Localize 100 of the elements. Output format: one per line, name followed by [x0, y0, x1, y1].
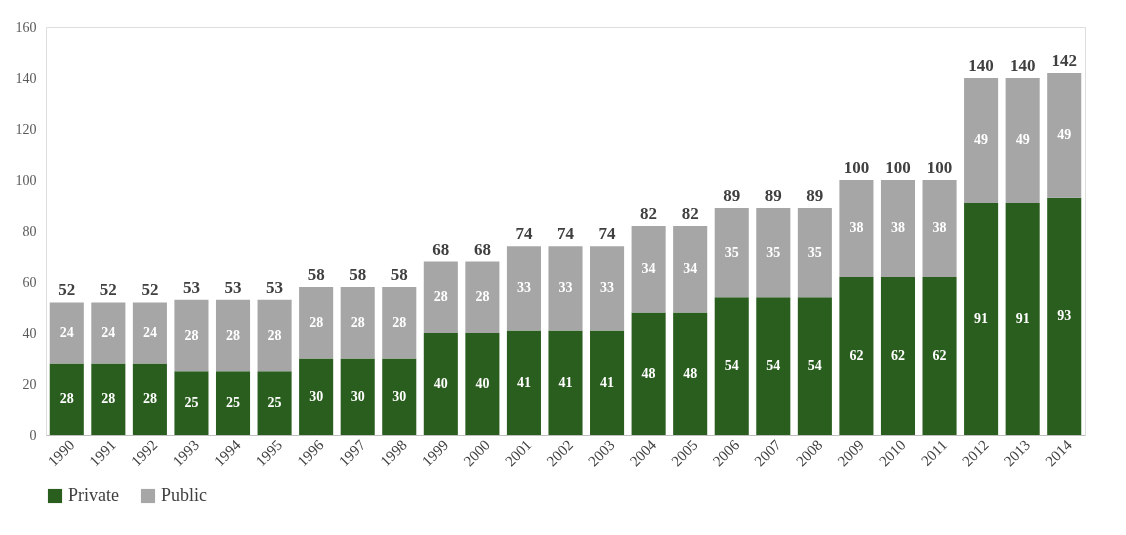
total-label: 142: [1051, 50, 1077, 70]
data-label: 40: [475, 376, 490, 391]
bar: [1047, 72, 1082, 198]
bar: [631, 225, 666, 313]
bar: [590, 330, 625, 435]
y-tick-label: 80: [22, 223, 37, 239]
total-label: 53: [224, 277, 242, 297]
total-label: 100: [843, 158, 870, 177]
data-label: 25: [267, 395, 282, 411]
total-label: 100: [926, 158, 953, 177]
bar: [299, 287, 334, 359]
data-label: 24: [142, 325, 157, 340]
data-label: 28: [433, 289, 448, 305]
bar: [215, 371, 251, 435]
data-label: 34: [683, 261, 698, 277]
data-label: 41: [516, 374, 531, 390]
bar: [1047, 197, 1082, 435]
bar: [1005, 78, 1040, 203]
bar: [922, 276, 957, 435]
bar: [465, 261, 500, 333]
data-label: 54: [766, 358, 781, 374]
data-label: 33: [600, 280, 615, 296]
total-label: 89: [806, 186, 824, 206]
data-label: 38: [932, 220, 947, 236]
bar: [839, 180, 874, 277]
total-label: 52: [58, 280, 76, 300]
data-label: 24: [59, 325, 74, 340]
bar: [548, 330, 583, 435]
y-tick-label: 100: [15, 172, 37, 188]
total-label: 74: [515, 224, 533, 244]
x-tick-label: 1991: [86, 436, 119, 470]
legend-label: Public: [161, 485, 208, 505]
bar: [714, 297, 749, 435]
y-tick-label: 20: [22, 376, 37, 392]
bar: [465, 333, 500, 435]
data-label: 35: [766, 244, 781, 260]
bar: [49, 302, 84, 364]
data-label: 91: [974, 310, 989, 326]
data-label: 28: [142, 391, 157, 407]
data-label: 28: [392, 314, 407, 330]
data-label: 30: [309, 388, 324, 404]
bar: [922, 180, 957, 277]
total-label: 52: [141, 280, 159, 300]
total-label: 140: [968, 56, 994, 75]
data-label: 30: [392, 388, 407, 404]
data-label: 38: [849, 220, 864, 236]
bar: [257, 299, 292, 372]
y-tick-label: 160: [15, 19, 37, 35]
bar: [631, 312, 666, 435]
data-label: 54: [807, 358, 822, 374]
total-label: 74: [598, 224, 617, 244]
data-label: 30: [350, 388, 365, 404]
data-label: 25: [226, 395, 241, 411]
bar: [756, 208, 791, 298]
bar: [880, 276, 916, 435]
bar: [382, 358, 417, 435]
data-label: 62: [890, 347, 905, 363]
bar: [49, 363, 84, 435]
bar: [382, 287, 417, 359]
bar: [91, 363, 126, 435]
data-label: 41: [600, 374, 615, 390]
bar: [880, 180, 916, 277]
y-tick-label: 120: [15, 121, 37, 137]
total-label: 100: [885, 158, 911, 177]
data-label: 28: [309, 314, 324, 330]
data-label: 35: [724, 244, 739, 260]
total-label: 58: [390, 265, 408, 285]
bar: [506, 330, 541, 435]
total-label: 74: [557, 224, 575, 244]
data-label: 48: [683, 365, 698, 381]
data-label: 49: [1015, 132, 1030, 148]
total-label: 140: [1009, 56, 1036, 75]
bar: [340, 358, 375, 435]
bar: [506, 246, 541, 331]
bar: [590, 246, 625, 331]
total-label: 58: [349, 265, 367, 285]
data-label: 48: [641, 365, 656, 381]
x-tick-label: 2011: [918, 436, 951, 469]
bar: [1005, 202, 1040, 435]
bar: [673, 225, 708, 313]
y-tick-label: 0: [29, 427, 37, 443]
y-tick-label: 140: [15, 70, 37, 86]
data-label: 62: [849, 347, 864, 363]
data-label: 28: [184, 327, 199, 343]
bar: [423, 333, 458, 435]
y-tick-label: 40: [22, 325, 37, 341]
data-label: 62: [932, 347, 947, 363]
data-label: 54: [724, 358, 739, 374]
data-label: 24: [101, 325, 116, 340]
data-label: 93: [1057, 308, 1072, 324]
data-label: 38: [890, 220, 905, 236]
bar: [797, 208, 832, 298]
total-label: 52: [99, 280, 117, 300]
legend-label: Private: [68, 485, 119, 505]
y-tick-label: 60: [22, 274, 37, 290]
data-label: 35: [807, 244, 822, 260]
data-label: 28: [475, 289, 490, 305]
data-label: 28: [59, 391, 74, 407]
bar: [797, 297, 832, 435]
bar: [132, 363, 167, 435]
